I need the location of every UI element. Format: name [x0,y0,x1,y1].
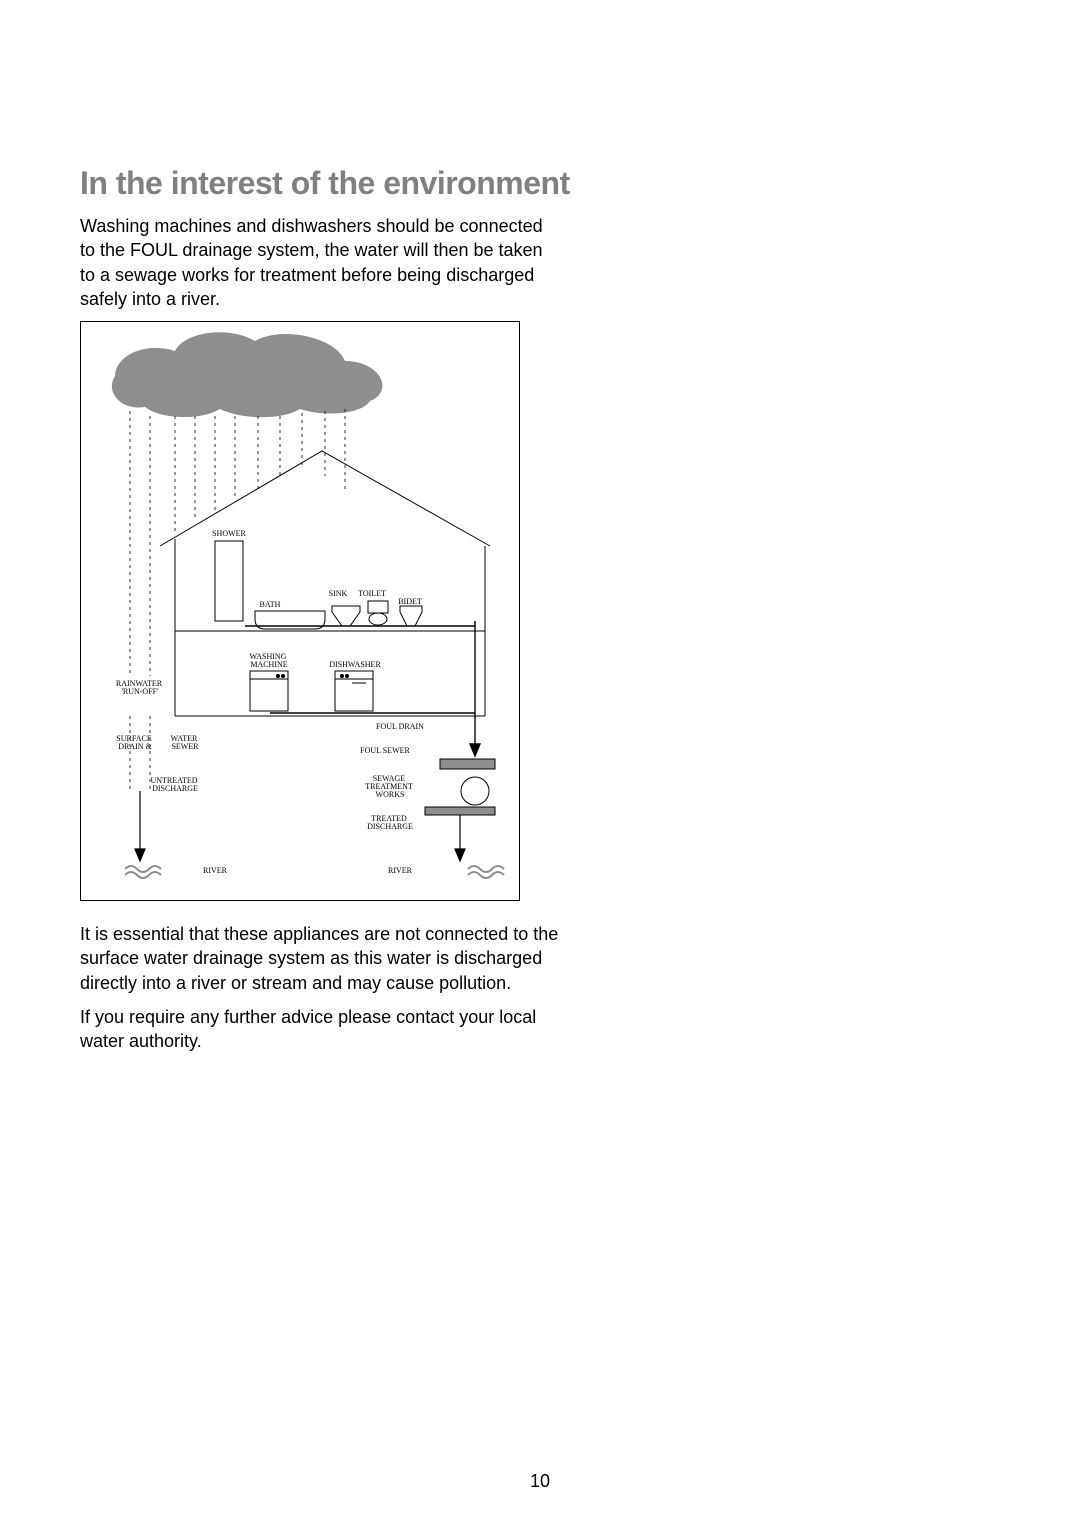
bathroom-fixtures [215,541,422,629]
label-bidet: BIDET [398,597,422,606]
page-number: 10 [0,1471,1080,1492]
label-rainwater: RAINWATER 'RUN-OFF' [116,679,164,696]
label-sewage: SEWAGE TREATMENT WORKS [365,774,414,799]
label-foul-drain: FOUL DRAIN [376,722,424,731]
river-right [468,866,504,878]
label-toilet: TOILET [358,589,386,598]
upper-labels: SHOWER SINK TOILET BIDET BATH [212,529,422,609]
label-treated: TREATED DISCHARGE [367,814,413,831]
appliance-labels: WASHING MACHINE DISHWASHER [250,652,382,669]
treated-arrow [455,815,465,861]
appliances [250,671,373,711]
paragraph-3: If you require any further advice please… [80,1005,560,1054]
left-path-labels: SURFACE DRAIN & WATER SEWER UNTREATED DI… [116,734,227,875]
label-shower: SHOWER [212,529,246,538]
surface-drain-path [130,716,150,791]
house [160,451,490,716]
label-dish: DISHWASHER [329,660,381,669]
label-surface: SURFACE DRAIN & [116,734,153,751]
drainage-diagram-svg: SHOWER SINK TOILET BIDET BATH [80,321,520,901]
label-river-left: RIVER [203,866,228,875]
cloud [112,332,383,417]
paragraph-1: Washing machines and dishwashers should … [80,214,560,311]
label-foul-sewer: FOUL SEWER [360,746,410,755]
paragraph-2: It is essential that these appliances ar… [80,922,560,995]
section-heading: In the interest of the environment [80,165,1000,202]
river-left [125,866,161,878]
label-washing: WASHING MACHINE [250,652,289,669]
label-untreated: UNTREATED DISCHARGE [150,776,199,793]
label-bath: BATH [260,600,281,609]
label-water: WATER SEWER [171,734,200,751]
drainage-diagram: SHOWER SINK TOILET BIDET BATH [80,321,1000,906]
document-page: In the interest of the environment Washi… [0,0,1080,1527]
label-river-right: RIVER [388,866,413,875]
sewage-works [425,759,495,815]
untreated-arrow [135,791,145,861]
label-sink: SINK [329,589,348,598]
